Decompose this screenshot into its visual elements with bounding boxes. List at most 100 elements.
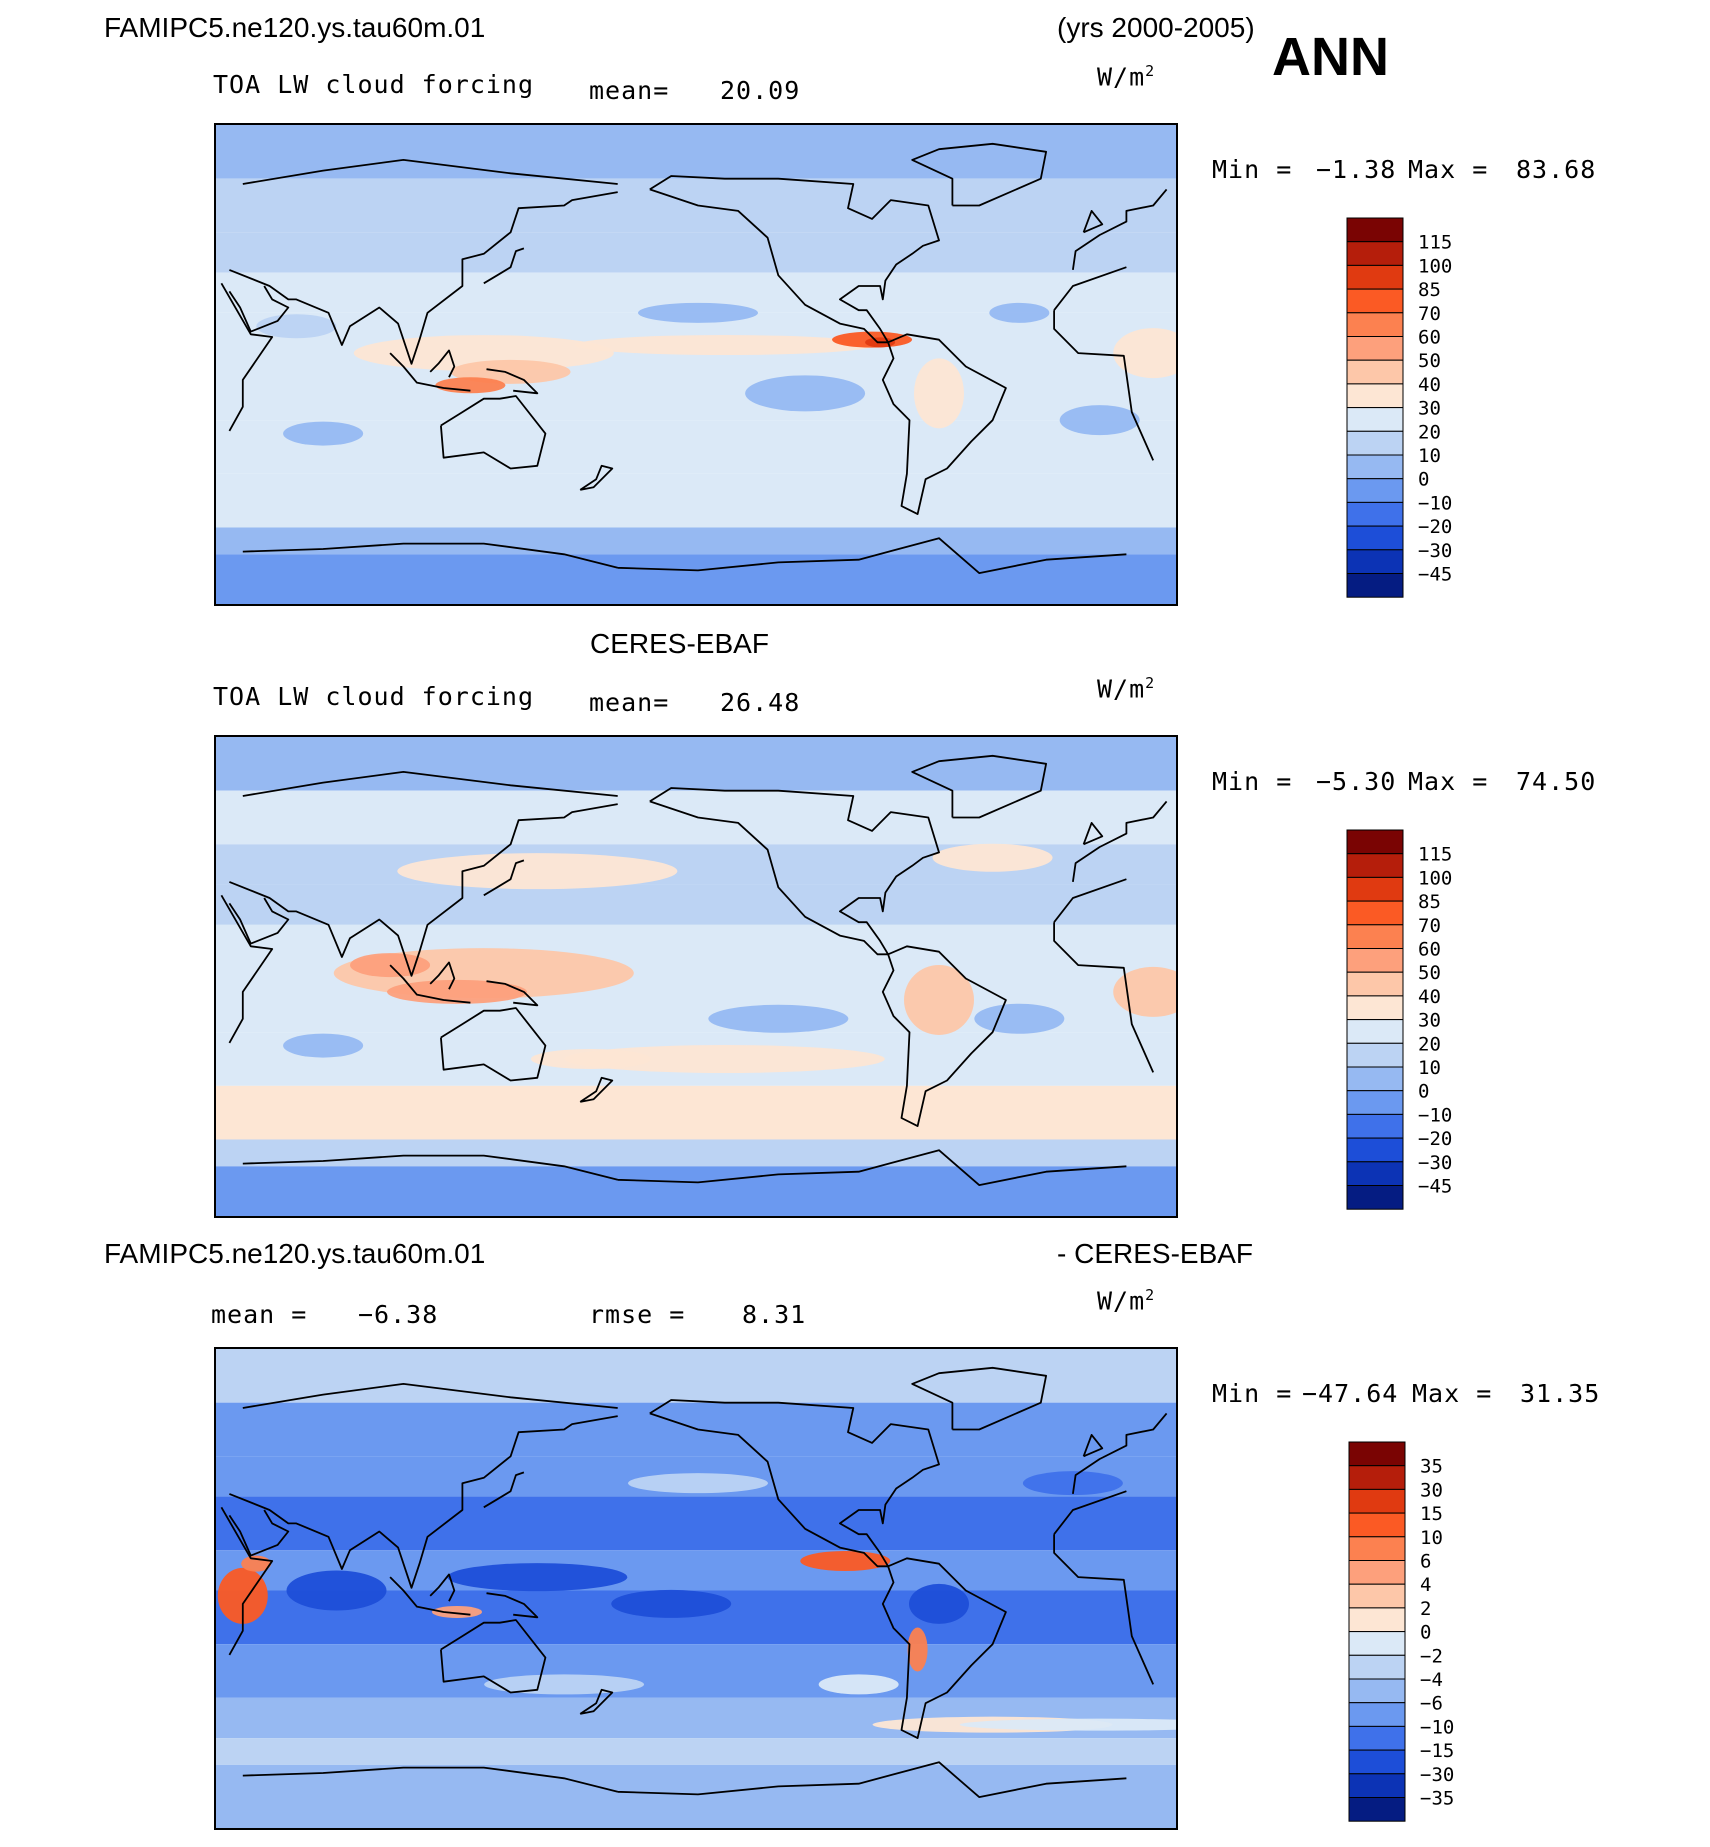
- field-anomaly: [909, 1583, 969, 1624]
- coastline: [242, 1761, 1127, 1798]
- colorbar-tick-label: −35: [1420, 1788, 1454, 1810]
- colorbar-tick-label: −20: [1418, 516, 1452, 538]
- coastline: [483, 859, 525, 897]
- field-anomaly: [574, 335, 875, 356]
- field-anomaly: [628, 1473, 768, 1494]
- coastline: [911, 1366, 1047, 1431]
- colorbar-swatch: [1348, 1654, 1406, 1680]
- panel3-map: [214, 1347, 1178, 1830]
- coastline: [440, 1007, 547, 1082]
- panel2-max-label: Max =: [1408, 767, 1489, 796]
- coastline: [242, 537, 1127, 574]
- colorbar-tick-label: −45: [1418, 1176, 1452, 1198]
- panel3-min-value: −47.64: [1302, 1379, 1399, 1408]
- coastline: [649, 787, 940, 956]
- field-band: [216, 1166, 1176, 1216]
- field-band: [216, 232, 1176, 273]
- panel3-colorbar: 35 30 15 10 6 4 2 0 −2 −4 −6 −10 −15 −30 −35: [1348, 1441, 1478, 1824]
- field-anomaly: [530, 1049, 651, 1069]
- field-anomaly: [286, 1570, 387, 1611]
- colorbar-swatch: [1348, 1702, 1406, 1727]
- field-band: [216, 527, 1176, 555]
- coastline: [486, 368, 539, 395]
- colorbar-swatch: [1348, 1560, 1406, 1585]
- colorbar-tick-label: 60: [1418, 939, 1441, 961]
- colorbar-tick-label: 15: [1420, 1503, 1443, 1525]
- colorbar-tick-label: 30: [1418, 398, 1441, 420]
- coastline: [881, 1557, 1007, 1739]
- colorbar-swatch: [1346, 241, 1404, 266]
- coastline: [440, 1619, 547, 1694]
- colorbar-swatch: [1348, 1583, 1406, 1609]
- coastline: [1082, 1434, 1104, 1458]
- coastline: [389, 964, 471, 1004]
- coastline: [220, 266, 1155, 461]
- colorbar-tick-label: 20: [1418, 421, 1441, 443]
- colorbar-swatch: [1348, 1678, 1406, 1704]
- colorbar-tick-label: 50: [1418, 350, 1441, 372]
- field-anomaly: [397, 853, 678, 890]
- coastline: [486, 1592, 539, 1619]
- colorbar-swatch: [1346, 1042, 1404, 1068]
- coastline: [229, 191, 618, 365]
- colorbar-swatch: [1346, 1185, 1404, 1210]
- panel3-units: W/m2: [1097, 1286, 1156, 1316]
- colorbar-swatch: [1346, 829, 1404, 855]
- colorbar-swatch: [1346, 924, 1404, 950]
- panel1-mean-label: mean=: [589, 76, 670, 105]
- field-band: [216, 1085, 1176, 1140]
- coastline: [440, 395, 547, 470]
- field-band: [216, 1644, 1176, 1698]
- colorbar-swatch: [1346, 1113, 1404, 1139]
- field-anomaly: [959, 1718, 1176, 1731]
- colorbar-swatch: [1346, 853, 1404, 878]
- colorbar-swatch: [1346, 1019, 1404, 1044]
- field-band: [216, 366, 1176, 421]
- coastline: [229, 1415, 618, 1589]
- coastline: [229, 803, 618, 977]
- coastline: [1082, 822, 1104, 846]
- colorbar-swatch: [1346, 336, 1404, 361]
- field-anomaly: [435, 377, 506, 394]
- colorbar-tick-label: 50: [1418, 962, 1441, 984]
- coastline: [483, 247, 525, 285]
- field-anomaly: [217, 1567, 268, 1624]
- coastline: [242, 771, 1168, 883]
- coastline: [228, 1509, 290, 1557]
- panel1-map: [214, 123, 1178, 606]
- field-anomaly: [974, 1003, 1065, 1034]
- coastline: [429, 349, 456, 378]
- colorbar-tick-label: 115: [1418, 232, 1452, 254]
- field-anomaly: [283, 1033, 364, 1058]
- colorbar-swatch: [1346, 312, 1404, 338]
- coastline: [579, 1076, 614, 1103]
- colorbar-swatch: [1346, 1161, 1404, 1186]
- colorbar-tick-label: 85: [1418, 891, 1441, 913]
- colorbar-tick-label: 115: [1418, 844, 1452, 866]
- coastline: [486, 980, 539, 1007]
- colorbar-swatch: [1348, 1773, 1406, 1798]
- colorbar-tick-label: 40: [1418, 986, 1441, 1008]
- colorbar-swatch: [1346, 407, 1404, 432]
- field-band: [216, 1349, 1176, 1403]
- coastline: [429, 961, 456, 990]
- field-band: [216, 1738, 1176, 1765]
- field-anomaly: [904, 964, 974, 1035]
- colorbar-swatch: [1348, 1512, 1406, 1538]
- colorbar-tick-label: 10: [1418, 445, 1441, 467]
- colorbar-swatch: [1346, 995, 1404, 1021]
- colorbar-swatch: [1346, 288, 1404, 314]
- coastline: [579, 464, 614, 491]
- colorbar-tick-label: 60: [1418, 327, 1441, 349]
- panel3-mean-label: mean =: [211, 1300, 308, 1329]
- colorbar-tick-label: 70: [1418, 915, 1441, 937]
- panel1-min-value: −1.38: [1316, 155, 1397, 184]
- colorbar-tick-label: 100: [1418, 867, 1452, 889]
- colorbar-tick-label: −2: [1420, 1645, 1443, 1667]
- colorbar-swatch: [1348, 1631, 1406, 1656]
- panel2-map: [214, 735, 1178, 1218]
- colorbar-tick-label: 30: [1418, 1010, 1441, 1032]
- colorbar-swatch: [1346, 948, 1404, 973]
- colorbar-tick-label: −30: [1418, 1152, 1452, 1174]
- panel2-min-value: −5.30: [1316, 767, 1397, 796]
